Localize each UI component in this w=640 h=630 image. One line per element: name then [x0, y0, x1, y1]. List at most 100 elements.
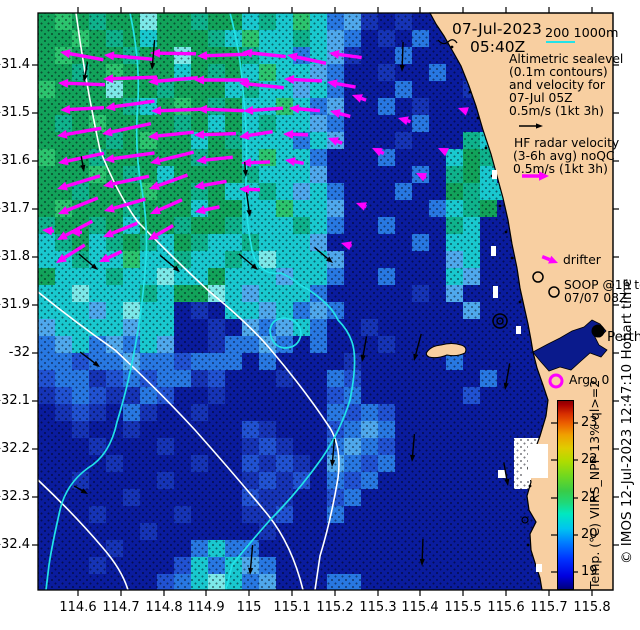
hf-radar-velocity-arrow-head	[57, 129, 68, 139]
hf-radar-velocity-arrow-head	[194, 180, 205, 190]
soop-label-line2: 07/07 08Z	[564, 291, 628, 305]
coastal-speck	[476, 116, 480, 120]
hf-radar-velocity-arrow-head	[105, 102, 116, 112]
y-axis-tick-label: -31.6	[0, 153, 30, 168]
y-axis-tick-label: -31.7	[0, 201, 30, 216]
hf-radar-velocity-arrow	[336, 139, 343, 145]
hf-radar-velocity-arrow	[203, 131, 237, 137]
rottnest-island	[425, 342, 467, 359]
y-axis-tick-label: -31.5	[0, 105, 30, 120]
hf-radar-velocity-arrow-head	[287, 52, 298, 62]
hf-radar-velocity-arrow-head	[197, 104, 208, 114]
x-axis-tick-label: 114.7	[102, 600, 140, 615]
altimetric-velocity-arrow-head	[410, 454, 416, 462]
hf-radar-velocity-arrow-head	[150, 48, 161, 58]
altimetric-velocity-arrow-head	[80, 488, 88, 494]
hf-radar-velocity-arrow	[107, 249, 123, 260]
isobath-scale-label: 200 1000m	[545, 26, 619, 41]
hf-radar-velocity-arrow	[252, 106, 284, 112]
hf-radar-velocity-arrow-head	[458, 107, 469, 116]
mooring-inner-circle	[496, 317, 504, 325]
altimetric-velocity-arrow-head	[504, 478, 510, 486]
hf-radar-velocity-arrow	[157, 173, 189, 188]
hf-radar-velocity-arrow	[69, 52, 104, 62]
y-axis-tick-label: -31.4	[0, 57, 30, 72]
x-axis-tick-label: 115.5	[444, 600, 482, 615]
hf-radar-velocity-arrow	[293, 77, 323, 83]
imos-credit-label: © IMOS 12-Jul-2023 12:47:10 Hobart time	[619, 278, 635, 564]
hf-radar-velocity-arrow-head	[151, 106, 162, 116]
colorbar-axis-label: Temp. (°C) VIIRS_NPP 13% ql>=2	[587, 379, 602, 589]
hf-radar-velocity-arrow	[206, 107, 245, 113]
hf-radar-velocity-arrow	[298, 107, 321, 113]
altimetric-velocity-arrow-head	[248, 567, 254, 575]
x-axis-tick-label: 114.8	[145, 600, 183, 615]
hf-radar-velocity-arrow	[67, 81, 106, 87]
hf-radar-velocity-arrow	[206, 52, 248, 58]
hf-radar-velocity-arrow-head	[289, 104, 300, 114]
x-axis-tick-label: 115	[236, 600, 262, 615]
perth-city-dot	[591, 324, 605, 338]
hf-radar-velocity-arrow-head	[57, 181, 68, 191]
perth-label: Perth	[607, 329, 640, 345]
hf-radar-velocity-arrow	[111, 221, 138, 235]
hf-radar-velocity-arrow-head	[356, 202, 367, 211]
hf-radar-velocity-arrow	[159, 150, 195, 163]
hf-radar-velocity-arrow	[204, 205, 220, 212]
hf-radar-velocity-arrow-head	[103, 179, 114, 189]
hf-radar-velocity-arrow-head	[58, 156, 69, 166]
y-axis-tick-label: -32.2	[0, 441, 30, 456]
altimetric-velocity-arrow	[79, 351, 95, 364]
coastal-speck	[504, 230, 508, 234]
altimetric-velocity-arrow	[314, 247, 329, 260]
hf-radar-velocity-arrow	[203, 179, 227, 187]
hf-radar-velocity-arrow	[407, 119, 411, 124]
y-axis-tick-label: -31.9	[0, 297, 30, 312]
hf-radar-velocity-arrow	[339, 111, 351, 119]
hf-radar-velocity-arrow-head	[103, 74, 114, 84]
hf-radar-velocity-arrow	[157, 75, 198, 83]
x-axis-tick-label: 114.9	[187, 600, 225, 615]
altimetric-velocity-arrow	[401, 41, 404, 66]
altimetric-velocity-arrow-head	[80, 164, 86, 172]
x-axis-tick-label: 115.1	[273, 600, 311, 615]
hf-radar-velocity-arrow-head	[398, 116, 409, 126]
altimetric-velocity-arrow	[73, 485, 83, 492]
hf-radar-velocity-arrow-head	[239, 184, 250, 194]
drifter-label: drifter	[563, 253, 601, 267]
hf-radar-velocity-arrow-head	[341, 241, 352, 251]
coastal-speck	[468, 90, 472, 94]
hf-radar-velocity-arrow	[114, 99, 155, 109]
hf-radar-velocity-arrow	[111, 121, 152, 134]
hf-radar-velocity-arrow	[250, 160, 271, 165]
hf-radar-velocity-arrow	[112, 75, 158, 81]
isobath-contour	[225, 12, 356, 591]
x-axis-tick-label: 115.3	[359, 600, 397, 615]
y-axis-tick-label: -32.4	[0, 537, 30, 552]
sealevel-contour	[37, 479, 129, 591]
hf-radar-velocity-arrow	[155, 224, 174, 237]
altimetric-velocity-arrow-head	[150, 62, 156, 70]
x-axis-tick-label: 115.8	[573, 600, 611, 615]
hf-radar-velocity-arrow-head	[195, 205, 206, 215]
hf-radar-velocity-arrow-head	[149, 181, 160, 190]
altimetric-velocity-arrow-head	[419, 558, 425, 566]
altimetric-velocity-arrow	[243, 161, 247, 171]
hf-radar-velocity-arrow-head	[284, 75, 295, 85]
altimetric-velocity-arrow-head	[399, 64, 405, 72]
hf-radar-velocity-arrow	[360, 96, 367, 102]
hf-radar-velocity-arrow	[336, 82, 356, 89]
y-axis-tick-label: -32.1	[0, 393, 30, 408]
altimetric-velocity-arrow	[421, 538, 424, 560]
sealevel-contour	[37, 291, 304, 591]
altimetric-velocity-arrow	[331, 439, 336, 461]
hf-radar-velocity-arrow-head	[148, 131, 159, 141]
cloud-masked-pixels	[536, 564, 542, 572]
hf-radar-velocity-arrow-head	[150, 156, 161, 165]
coastal-speck	[510, 256, 514, 260]
sealevel-contour	[75, 12, 340, 591]
hf-radar-velocity-arrow	[113, 151, 155, 161]
hf-radar-velocity-arrow	[205, 155, 233, 162]
hf-radar-velocity-arrow	[380, 150, 385, 156]
hf-radar-velocity-arrow	[113, 197, 146, 210]
